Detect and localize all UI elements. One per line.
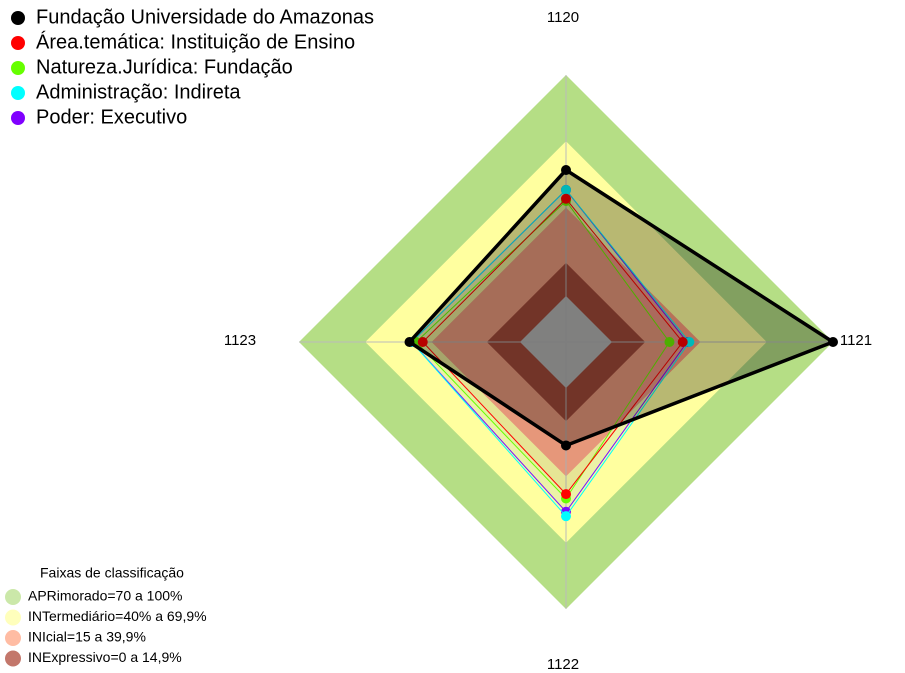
legend-label: Natureza.Jurídica: Fundação — [36, 56, 293, 78]
bands-legend-label: APRimorado=70 a 100% — [28, 588, 183, 604]
axis-label: 1120 — [547, 9, 579, 26]
legend-label: Poder: Executivo — [36, 106, 187, 128]
series-point — [828, 337, 838, 347]
legend-label: Fundação Universidade do Amazonas — [36, 6, 374, 28]
legend-marker — [11, 111, 25, 125]
series-point — [561, 193, 571, 204]
series-point — [404, 337, 415, 347]
bands-legend-label: INExpressivo=0 a 14,9% — [28, 649, 182, 665]
series-point — [417, 337, 428, 347]
legend-label: Administração: Indireta — [36, 81, 241, 103]
bands-legend-marker — [5, 650, 21, 667]
legend-marker — [11, 36, 25, 50]
series-point — [561, 165, 571, 176]
bands-legend-label: INTermediário=40% a 69,9% — [28, 608, 207, 624]
legend-marker — [11, 11, 25, 25]
axis-label: 1121 — [840, 332, 872, 349]
bands-legend-marker — [5, 589, 21, 605]
bands-legend-marker — [5, 630, 21, 646]
series-point — [561, 440, 571, 451]
axis-label: 1123 — [224, 332, 256, 349]
legend-marker — [11, 86, 25, 100]
series-point — [561, 184, 571, 195]
series-point — [677, 337, 688, 347]
bands-legend-title: Faixas de classificação — [40, 565, 184, 581]
bands-legend-label: INIcial=15 a 39,9% — [28, 629, 146, 645]
series-point — [561, 489, 571, 500]
series-point — [561, 511, 571, 522]
legend-marker — [11, 61, 25, 75]
axis-label: 1122 — [547, 656, 579, 673]
legend-label: Área.temática: Instituição de Ensino — [36, 30, 355, 53]
series-point — [664, 337, 675, 347]
bands-legend-marker — [5, 609, 21, 626]
